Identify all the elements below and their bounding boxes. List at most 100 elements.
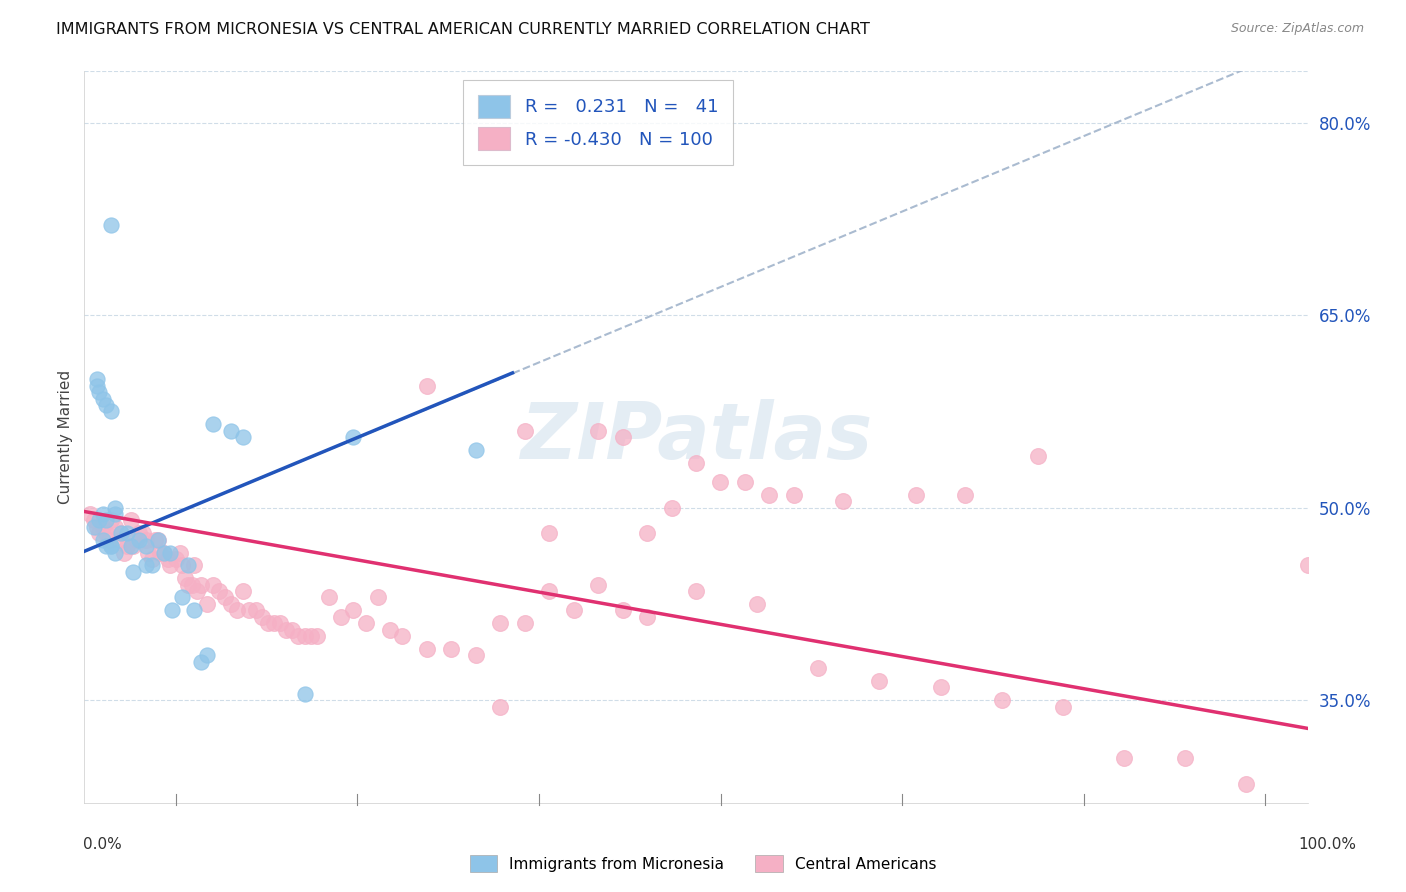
Point <box>929 681 952 695</box>
Point <box>513 616 536 631</box>
Point <box>120 539 142 553</box>
Point <box>263 616 285 631</box>
Point <box>380 623 402 637</box>
Point <box>1174 751 1197 765</box>
Point <box>120 514 142 528</box>
Legend: Immigrants from Micronesia, Central Americans: Immigrants from Micronesia, Central Amer… <box>463 847 943 880</box>
Point <box>709 475 731 489</box>
Point <box>132 526 155 541</box>
Point <box>186 584 208 599</box>
Point <box>100 219 122 233</box>
Point <box>416 641 439 656</box>
Point <box>181 577 204 591</box>
Point <box>1296 558 1319 573</box>
Point <box>195 648 218 663</box>
Point <box>238 603 260 617</box>
Point <box>219 597 242 611</box>
Point <box>232 430 254 444</box>
Point <box>318 591 340 605</box>
Point <box>685 456 707 470</box>
Point <box>149 545 172 559</box>
Point <box>183 558 205 573</box>
Point <box>153 545 176 559</box>
Point <box>115 526 138 541</box>
Point <box>367 591 389 605</box>
Point <box>135 533 157 547</box>
Point <box>1114 751 1136 765</box>
Point <box>146 533 169 547</box>
Point <box>299 629 322 643</box>
Point <box>905 488 928 502</box>
Point <box>831 494 853 508</box>
Point <box>128 533 150 547</box>
Point <box>586 424 609 438</box>
Point <box>146 533 169 547</box>
Point <box>162 603 184 617</box>
Text: Source: ZipAtlas.com: Source: ZipAtlas.com <box>1230 22 1364 36</box>
Point <box>110 526 132 541</box>
Point <box>276 623 298 637</box>
Point <box>245 603 267 617</box>
Point <box>83 514 105 528</box>
Point <box>747 597 769 611</box>
Point <box>190 577 212 591</box>
Point <box>159 558 181 573</box>
Point <box>201 577 224 591</box>
Point <box>79 507 101 521</box>
Point <box>783 488 806 502</box>
Point <box>183 603 205 617</box>
Point <box>342 430 364 444</box>
Point <box>538 584 561 599</box>
Point <box>612 603 634 617</box>
Point <box>97 533 120 547</box>
Point <box>287 629 309 643</box>
Point <box>734 475 756 489</box>
Point <box>136 545 159 559</box>
Point <box>141 552 163 566</box>
Point <box>141 558 163 573</box>
Point <box>586 577 609 591</box>
Text: IMMIGRANTS FROM MICRONESIA VS CENTRAL AMERICAN CURRENTLY MARRIED CORRELATION CHA: IMMIGRANTS FROM MICRONESIA VS CENTRAL AM… <box>56 22 870 37</box>
Point <box>100 539 122 553</box>
Point <box>91 533 114 547</box>
Point <box>269 616 291 631</box>
Point <box>214 591 236 605</box>
Point <box>177 558 200 573</box>
Point <box>86 378 108 392</box>
Point <box>122 539 145 553</box>
Point <box>464 442 486 457</box>
Point <box>758 488 780 502</box>
Text: ZIPatlas: ZIPatlas <box>520 399 872 475</box>
Point <box>636 526 658 541</box>
Point <box>294 629 316 643</box>
Point <box>636 609 658 624</box>
Point <box>86 372 108 386</box>
Point <box>96 526 118 541</box>
Point <box>354 616 377 631</box>
Point <box>96 539 118 553</box>
Point <box>1236 776 1258 790</box>
Point <box>115 539 138 553</box>
Point <box>96 398 118 412</box>
Point <box>104 545 127 559</box>
Point <box>294 687 316 701</box>
Point <box>807 661 830 675</box>
Point <box>1052 699 1074 714</box>
Point <box>416 378 439 392</box>
Point <box>91 507 114 521</box>
Point <box>156 552 179 566</box>
Point <box>100 404 122 418</box>
Point <box>143 533 166 547</box>
Point <box>91 520 114 534</box>
Point <box>128 526 150 541</box>
Point <box>195 597 218 611</box>
Legend: R =   0.231   N =   41, R = -0.430   N = 100: R = 0.231 N = 41, R = -0.430 N = 100 <box>464 80 733 165</box>
Point <box>87 514 110 528</box>
Point <box>226 603 249 617</box>
Point <box>110 526 132 541</box>
Point <box>87 526 110 541</box>
Point <box>104 500 127 515</box>
Point <box>91 392 114 406</box>
Point <box>201 417 224 432</box>
Point <box>107 533 129 547</box>
